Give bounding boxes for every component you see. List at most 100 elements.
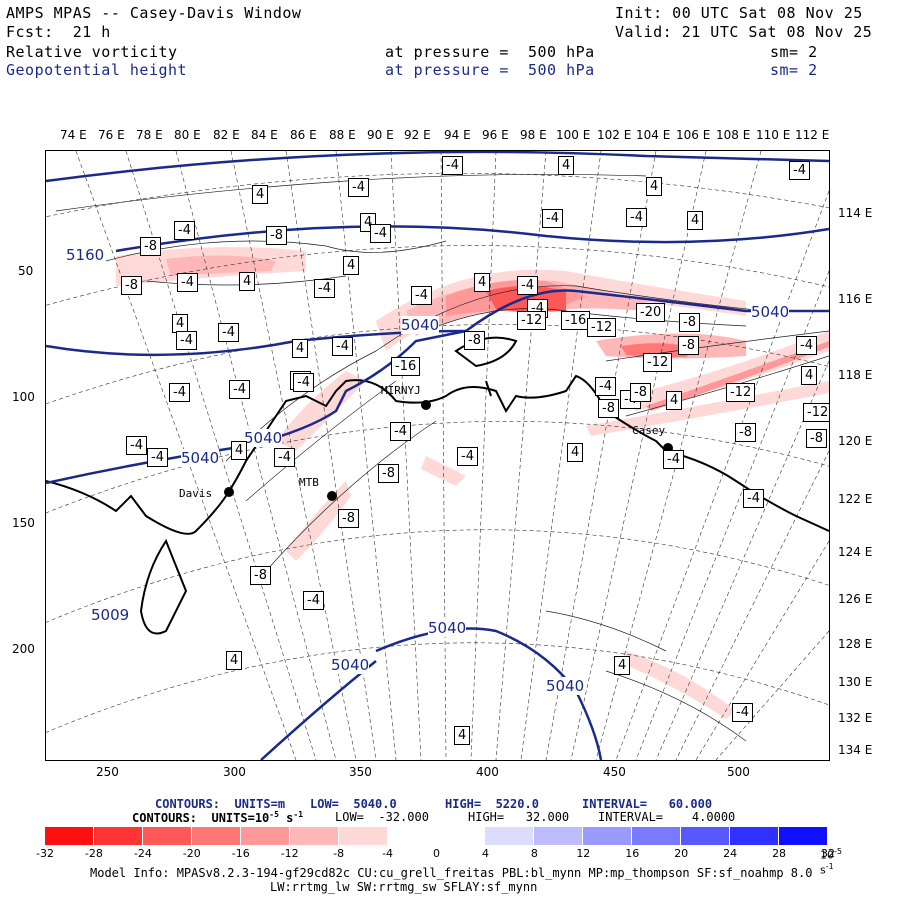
top-lon-label: 98 E — [520, 128, 547, 142]
colorbar-swatch — [45, 827, 94, 845]
vorticity-contour-label: -4 — [411, 286, 432, 305]
vorticity-contour-label: 4 — [239, 272, 256, 291]
top-lon-label: 82 E — [213, 128, 240, 142]
model-info-line1: Model Info: MPASv8.2.3-194-gf29cd82c CU:… — [90, 866, 813, 880]
davis-marker — [224, 487, 234, 497]
colorbar-swatch — [534, 827, 584, 845]
colorbar-label: 24 — [723, 847, 738, 860]
colorbar-swatch — [387, 827, 437, 845]
pressure-level-height: at pressure = 500 hPa — [385, 61, 595, 79]
colorbar-swatch — [485, 827, 535, 845]
right-lon-label: 126 E — [838, 592, 873, 606]
vorticity-contour-label: 4 — [474, 273, 491, 292]
top-lon-label: 94 E — [444, 128, 471, 142]
place-label: Davis — [179, 487, 213, 500]
vorticity-contour-label: -4 — [348, 178, 369, 197]
right-lon-label: 114 E — [838, 206, 873, 220]
height-contour-label: 5040 — [244, 429, 283, 447]
colorbar-labels: -32 -28 -24 -20 -16 -12 -8 -4 0 4 8 12 16 20 24 28 32 10-… — [36, 847, 845, 876]
colorbar-swatch — [632, 827, 682, 845]
vorticity-contour-label: -8 — [338, 509, 359, 528]
vorticity-contour-label: -4 — [663, 450, 684, 469]
colorbar-label: 12 — [576, 847, 591, 860]
vorticity-contour-label: 4 — [614, 656, 631, 675]
colorbar-label: -28 — [84, 847, 103, 860]
colorbar-label: -4 — [382, 847, 394, 860]
colorbar-label: -32 — [36, 847, 54, 860]
vorticity-contour-label: -4 — [442, 156, 463, 175]
colorbar-swatch — [583, 827, 633, 845]
field-name-vorticity: Relative vorticity — [6, 43, 178, 61]
height-contour-label: 5040 — [428, 619, 467, 637]
colorbar-label: 0 — [433, 847, 440, 860]
right-lon-label: 116 E — [838, 292, 873, 306]
vorticity-contour-label: -12 — [726, 383, 756, 402]
vorticity-contour-label: -4 — [542, 209, 563, 228]
smoothing-height: sm= 2 — [770, 61, 818, 79]
vorticity-contour-label: -8 — [266, 226, 287, 245]
colorbar-swatch — [289, 827, 339, 845]
vorticity-contour-label: 4 — [454, 726, 471, 745]
right-lon-label: 132 E — [838, 711, 873, 725]
bottom-axis-label: 500 — [727, 765, 750, 779]
bottom-axis-label: 400 — [476, 765, 499, 779]
vorticity-contour-label: -4 — [174, 221, 195, 240]
place-label: MIRNYJ — [381, 384, 421, 397]
colorbar-swatch — [191, 827, 241, 845]
mirnyj-marker — [421, 400, 431, 410]
top-lon-label: 112 E — [795, 128, 830, 142]
vorticity-contour-label: -12 — [643, 353, 673, 372]
height-contour-label: 5040 — [546, 677, 585, 695]
height-contour-label: 5040 — [401, 316, 440, 334]
vorticity-contour-label: -4 — [517, 276, 538, 295]
place-label: Casey — [632, 424, 666, 437]
right-lon-label: 128 E — [838, 637, 873, 651]
vorticity-contour-label: -8 — [630, 383, 651, 402]
contours-vorticity-units: CONTOURS: UNITS=10-5 s-1 — [132, 810, 304, 825]
vorticity-contour-label: -8 — [735, 423, 756, 442]
map-title: AMPS MPAS -- Casey-Davis Window — [6, 4, 302, 22]
colorbar-label: -20 — [182, 847, 201, 860]
vorticity-contour-label: -8 — [140, 237, 161, 256]
right-lon-label: 130 E — [838, 675, 873, 689]
colorbar-swatch — [142, 827, 192, 845]
map-panel: MIRNYJ Davis MTB Casey 5160 5040 5040 5040 5040 5… — [45, 150, 830, 761]
field-name-height: Geopotential height — [6, 61, 188, 79]
vorticity-contour-label: 4 — [252, 185, 269, 204]
left-axis-label: 150 — [12, 516, 35, 530]
vorticity-contour-label: 4 — [646, 177, 663, 196]
vorticity-contour-label: -20 — [636, 303, 666, 322]
vorticity-contour-label: -4 — [293, 373, 314, 392]
vorticity-contour-label: -4 — [390, 422, 411, 441]
vorticity-contour-label: -4 — [789, 161, 810, 180]
vorticity-contour-label: -4 — [126, 436, 147, 455]
forecast-hour: Fcst: 21 h — [6, 23, 111, 41]
height-contour-label: 5040 — [331, 656, 370, 674]
vorticity-contour-label: -4 — [796, 336, 817, 355]
vorticity-contour-label: -4 — [595, 377, 616, 396]
vorticity-contour-label: 4 — [231, 441, 248, 460]
colorbar-swatch — [93, 827, 143, 845]
valid-time: Valid: 21 UTC Sat 08 Nov 25 — [615, 23, 873, 41]
vorticity-contour-label: 4 — [558, 156, 575, 175]
vorticity-contour-label: -4 — [303, 591, 324, 610]
vorticity-contour-label: -8 — [250, 566, 271, 585]
smoothing-vorticity: sm= 2 — [770, 43, 818, 61]
vorticity-shading — [116, 247, 829, 719]
init-time: Init: 00 UTC Sat 08 Nov 25 — [615, 4, 863, 22]
pressure-level-vorticity: at pressure = 500 hPa — [385, 43, 595, 61]
colorbar-label: -16 — [231, 847, 250, 860]
left-axis-label: 200 — [12, 642, 35, 656]
contours-vorticity-interval: INTERVAL= 4.0000 — [598, 810, 736, 824]
vorticity-contour-label: -4 — [457, 447, 478, 466]
vorticity-contour-label: -8 — [678, 336, 699, 355]
contours-vorticity-high: HIGH= 32.000 — [468, 810, 570, 824]
top-lon-label: 96 E — [482, 128, 509, 142]
colorbar-label: 28 — [772, 847, 787, 860]
height-contour-label: 5009 — [91, 606, 130, 624]
vorticity-contour-label: -4 — [732, 703, 753, 722]
left-axis-label: 100 — [12, 390, 35, 404]
height-contour-label: 5040 — [751, 303, 790, 321]
vorticity-contour-label: -4 — [229, 380, 250, 399]
vorticity-contour-label: -12 — [517, 311, 547, 330]
